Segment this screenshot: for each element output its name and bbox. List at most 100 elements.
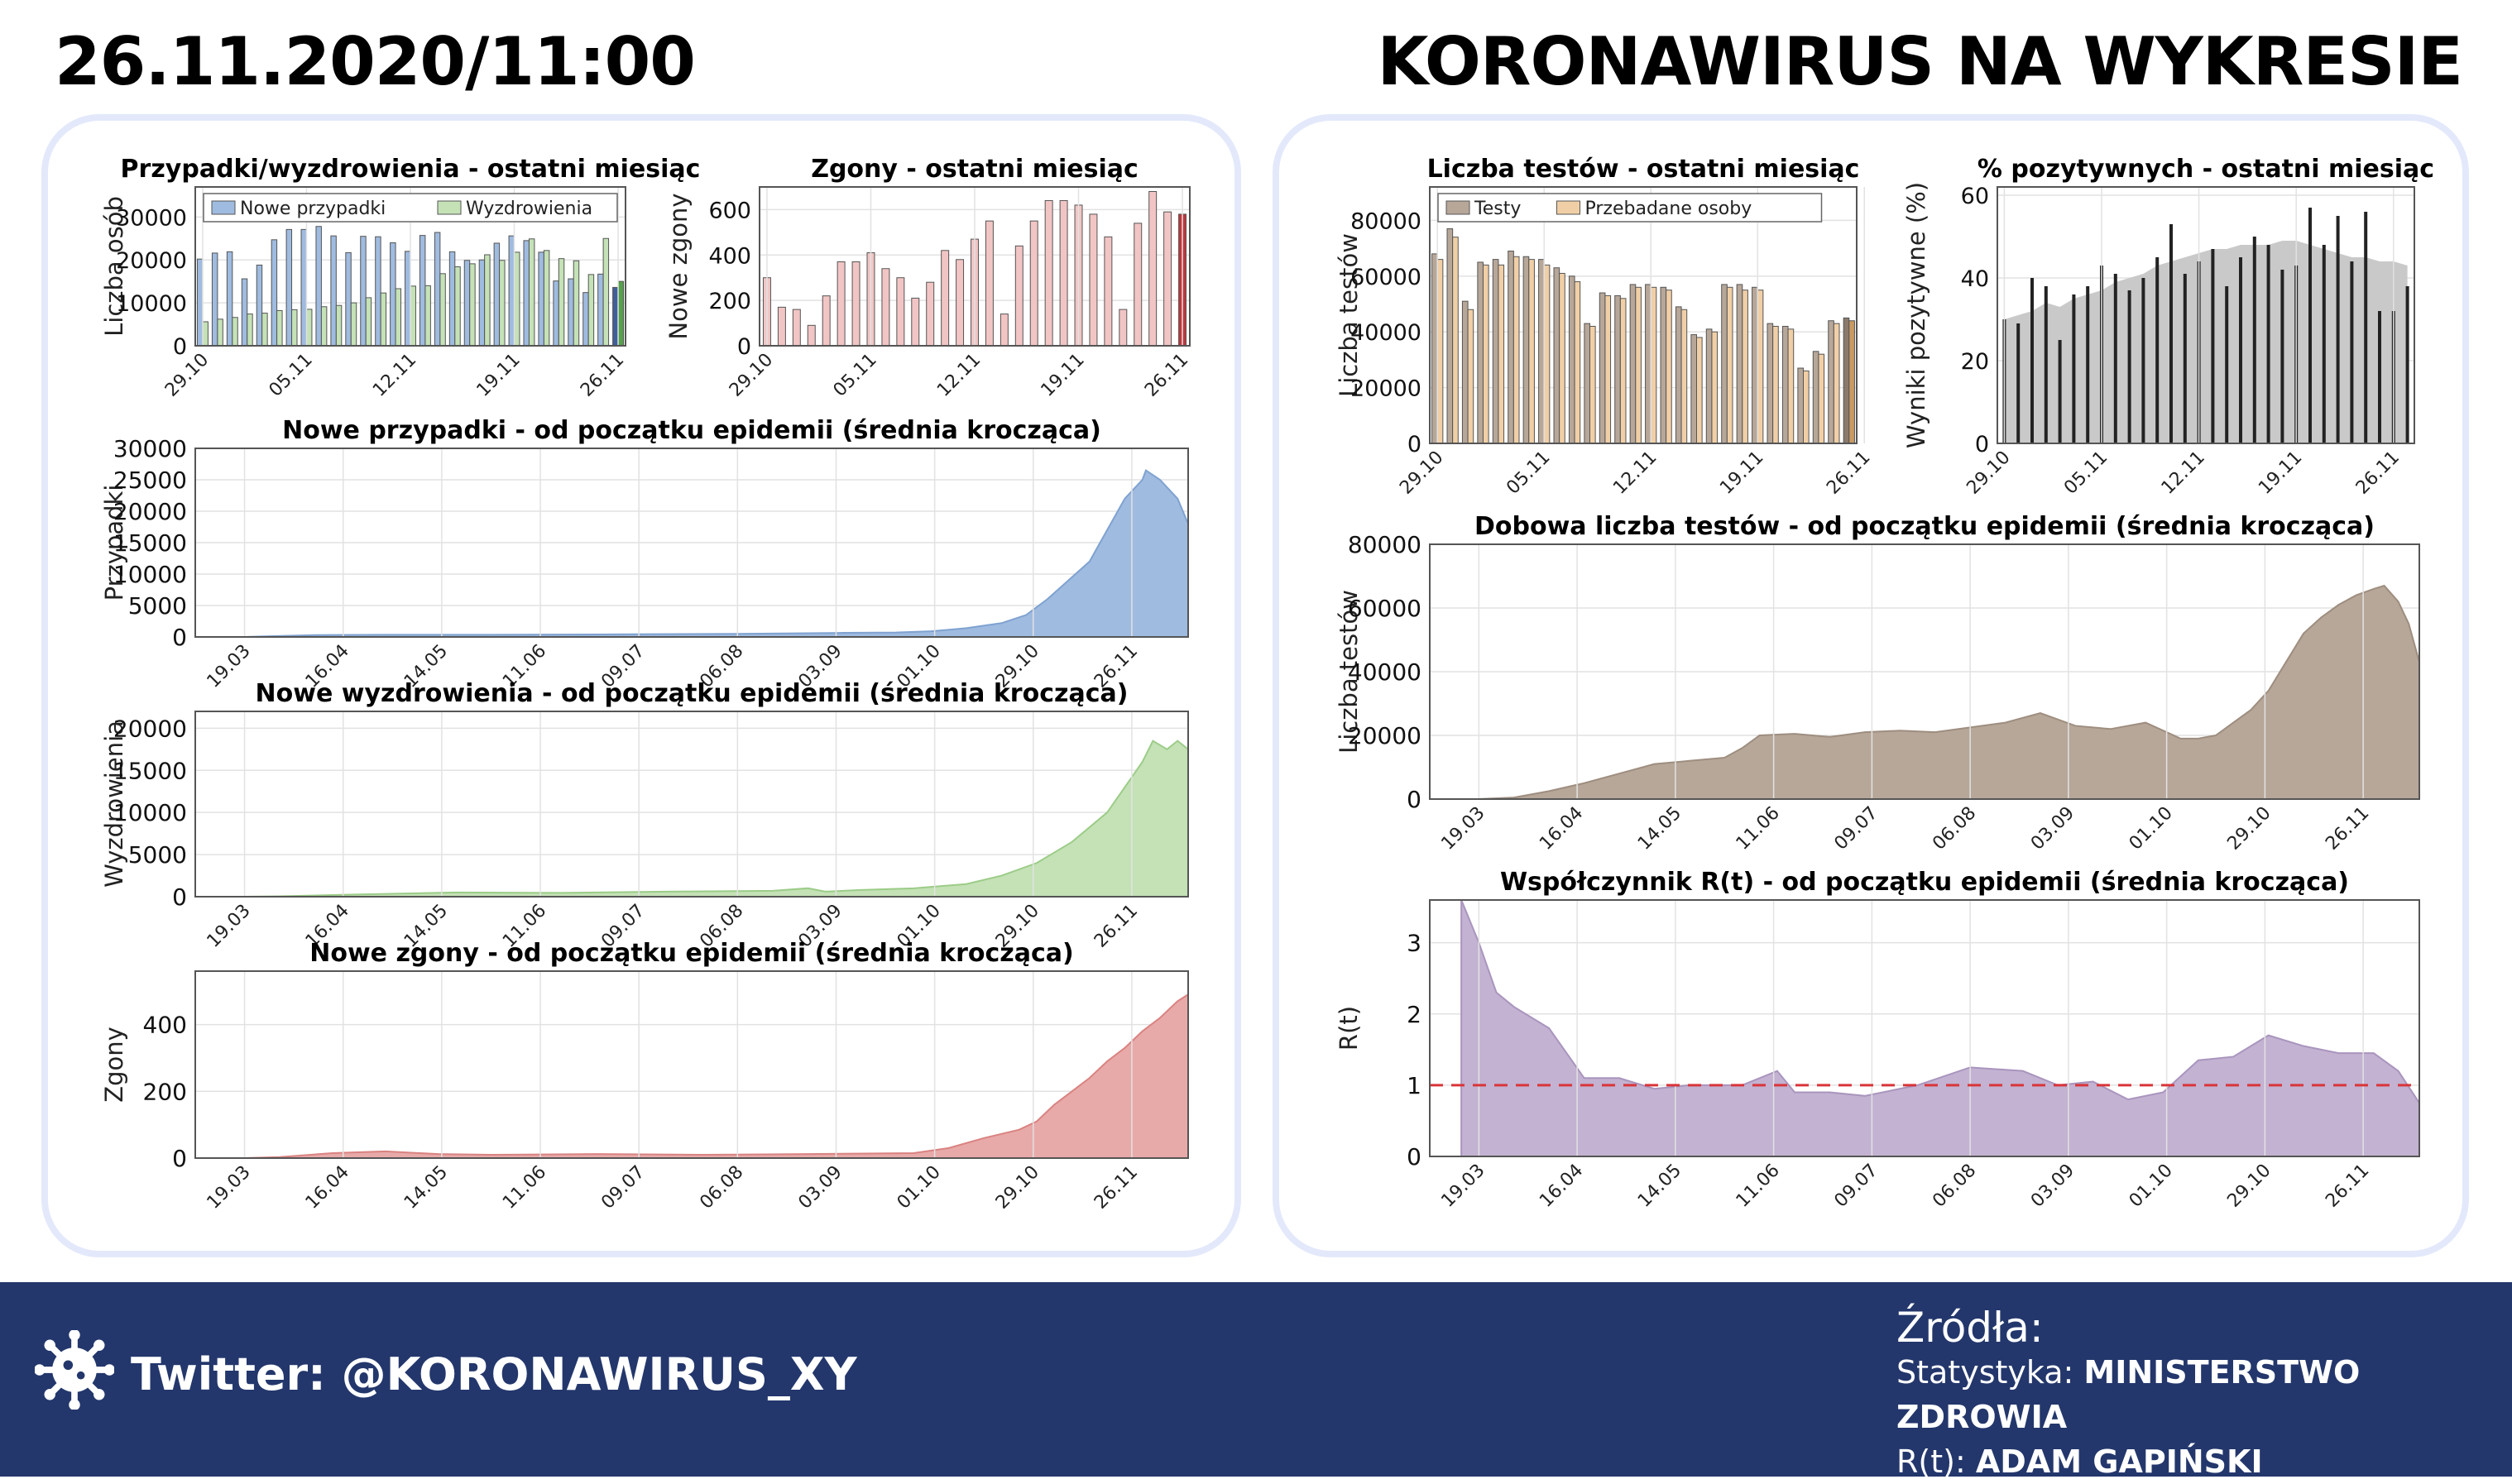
y-tick-label: 20000 [1350, 376, 1421, 402]
series-area [1479, 584, 2420, 800]
source-stat-label: Statystyka: [1896, 1354, 2084, 1391]
bar [1044, 199, 1053, 347]
bar [777, 306, 786, 347]
chart-rt-epidemic: Współczynnik R(t) - od początku epidemii… [1335, 868, 2420, 1212]
y-tick-label: 30000 [116, 205, 187, 231]
y-tick-label: 2 [1407, 1001, 1421, 1028]
bar [573, 260, 580, 347]
y-tick-label: 0 [1975, 432, 1989, 457]
bar [261, 313, 268, 347]
bar [1163, 211, 1172, 347]
bar [837, 261, 846, 347]
chart-title: Nowe przypadki - od początku epidemii (ś… [282, 416, 1101, 445]
y-tick-label: 0 [172, 624, 187, 651]
bar [956, 259, 965, 347]
bar [350, 302, 357, 347]
y-tick-label: 200 [708, 289, 751, 314]
bar [2058, 340, 2062, 443]
bar [197, 258, 204, 347]
y-tick-label: 10000 [116, 291, 187, 317]
bar [1104, 236, 1113, 347]
bar [558, 258, 565, 347]
y-axis-label: Liczba osób [100, 196, 128, 337]
bar [1528, 259, 1535, 444]
bar [1619, 298, 1627, 444]
bar [2086, 286, 2090, 443]
bar [424, 285, 431, 347]
bar [448, 251, 456, 347]
bar [226, 251, 233, 347]
bar [2127, 290, 2131, 443]
sources-title: Źródła: [1896, 1304, 2044, 1352]
bar [1089, 213, 1098, 347]
sources-block: Źródła: Statystyka: MINISTERSTWO ZDROWIA… [1896, 1305, 2512, 1484]
bar [1000, 314, 1009, 347]
y-tick-label: 40000 [1350, 320, 1421, 346]
footer-bar: Twitter: @KORONAWIRUS_XY Źródła: Statyst… [0, 1282, 2512, 1480]
y-tick-label: 15000 [113, 529, 187, 557]
plot-border [1429, 186, 1858, 444]
bar [1803, 370, 1810, 444]
bar [365, 297, 372, 347]
bar [2030, 278, 2034, 443]
y-tick-label: 20000 [1348, 722, 1421, 749]
bar [1833, 323, 1840, 444]
bar [2308, 208, 2312, 443]
series-area [244, 740, 1189, 898]
legend-swatch [1556, 200, 1580, 215]
bar [1522, 256, 1530, 444]
bar [434, 232, 441, 347]
bar [1512, 256, 1520, 444]
bar [543, 250, 550, 347]
bar [419, 235, 426, 347]
bar [1538, 259, 1545, 444]
bar [1772, 325, 1779, 444]
bar [2113, 274, 2117, 443]
chart-title: Przypadki/wyzdrowienia - ostatni miesiąc [121, 155, 701, 184]
bar [375, 236, 381, 347]
bar [484, 254, 491, 347]
bar [1604, 294, 1612, 444]
bar [499, 260, 506, 347]
legend-label: Wyzdrowienia [466, 199, 592, 219]
bar [1559, 272, 1565, 444]
chart-new-deaths-epidemic: Nowe zgony - od początku epidemii (średn… [100, 939, 1189, 1214]
bar [582, 292, 589, 347]
bar [1650, 286, 1657, 444]
y-axis-label: Zgony [100, 1027, 128, 1103]
bar [1134, 223, 1143, 347]
bar [1629, 284, 1637, 444]
bar [1461, 300, 1469, 444]
bar [1584, 323, 1590, 444]
bar [1828, 320, 1834, 444]
series-area [1460, 899, 2420, 1157]
chart-title: % pozytywnych - ostatni miesiąc [1977, 155, 2434, 184]
bar [1477, 261, 1484, 444]
bar [1696, 337, 1703, 444]
bar [217, 318, 223, 347]
bar [568, 278, 574, 347]
bar [345, 251, 352, 347]
bar [2211, 249, 2215, 443]
chart-daily-tests-epidemic: Dobowa liczba testów - od początku epide… [1335, 512, 2420, 854]
bar [1660, 286, 1667, 444]
bar [1483, 264, 1489, 444]
bar [2016, 323, 2021, 443]
bar [1148, 190, 1158, 347]
bar [2252, 237, 2256, 443]
y-tick-label: 20 [1961, 349, 1989, 375]
bar [1599, 292, 1606, 444]
legend-box [203, 193, 618, 223]
bar [271, 239, 278, 347]
bar [528, 238, 535, 347]
source-rt-label: R(t): [1896, 1443, 1976, 1480]
y-tick-label: 60000 [1350, 265, 1421, 290]
chart-deaths-month: Zgony - ostatni miesiąc Nowe zgony 0 200 400… [664, 155, 1192, 401]
plot-border [194, 186, 626, 347]
bar [300, 228, 307, 347]
plot-border [194, 970, 1189, 1159]
bar [553, 280, 559, 347]
plot-border [759, 186, 1191, 347]
bar [380, 292, 387, 347]
bar [1675, 306, 1682, 444]
